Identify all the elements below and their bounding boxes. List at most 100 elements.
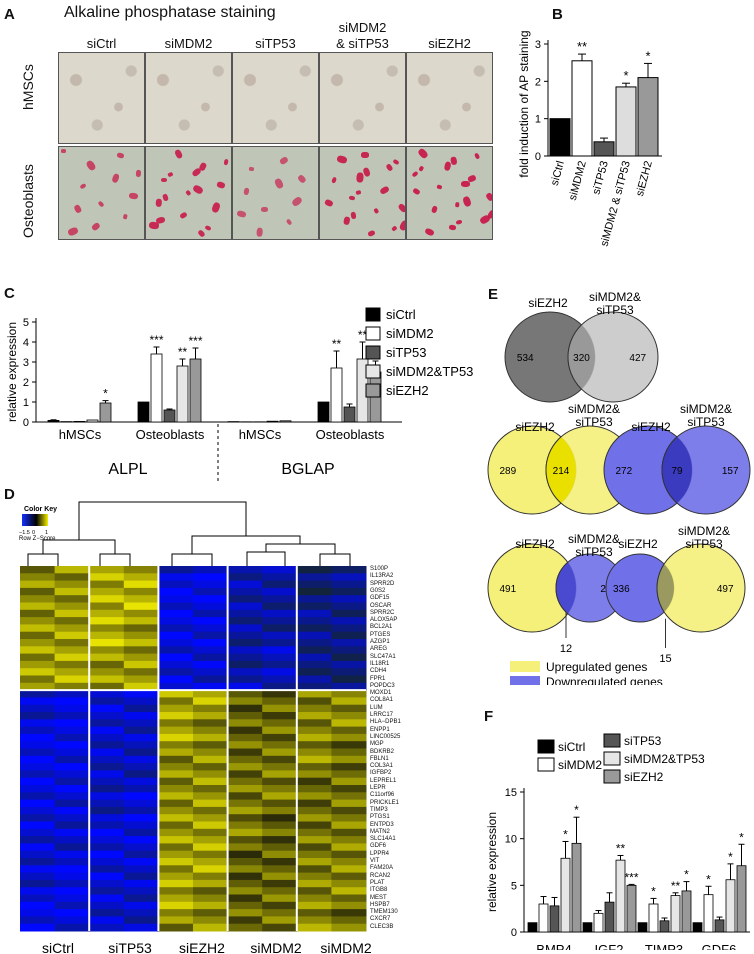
heatmap-cell xyxy=(331,755,367,764)
stain-spot xyxy=(461,181,470,188)
heatmap-cell xyxy=(54,777,90,786)
significance: * xyxy=(684,868,689,882)
heatmap-cell xyxy=(262,631,298,640)
stain-spot xyxy=(185,189,192,196)
heatmap-cell xyxy=(54,923,90,932)
heatmap-cell xyxy=(54,704,90,713)
venn-up-down-count-only-a: 491 xyxy=(499,584,516,595)
heatmap-cell xyxy=(331,697,367,706)
heatmap-cell xyxy=(20,733,56,742)
heatmap-cell xyxy=(158,726,194,735)
heatmap-cell xyxy=(20,887,56,895)
heatmap-cell xyxy=(262,865,298,874)
heatmap-cell xyxy=(296,843,332,852)
heatmap-cell xyxy=(123,653,159,662)
heatmap-cell xyxy=(296,879,332,888)
gene-label: SPRR2D xyxy=(370,580,395,587)
heatmap-cell xyxy=(123,850,159,859)
heatmap-cell xyxy=(262,602,298,611)
legend-label-0: siCtrl xyxy=(386,307,416,322)
stain-spot xyxy=(85,159,97,172)
bar-siMDM2&TP53-0 xyxy=(560,857,571,933)
stain-spot xyxy=(128,192,139,200)
panel-d-letter: D xyxy=(4,486,15,503)
heatmap-cell xyxy=(123,719,159,728)
column-label-line2-3: & siTP53 xyxy=(336,36,389,51)
stain-spot xyxy=(356,172,364,183)
heatmap-cell xyxy=(227,865,263,874)
bar-siEZH2-1 xyxy=(626,884,637,933)
heatmap-cell xyxy=(123,682,159,691)
heatmap-cell xyxy=(123,806,159,815)
significance: ** xyxy=(671,879,681,893)
heatmap-cell xyxy=(331,617,367,625)
stain-spot xyxy=(273,177,285,190)
heatmap-column-label-2: siEZH2 xyxy=(179,940,225,954)
stain-spot xyxy=(424,227,435,237)
column-label-2: siTP53 xyxy=(255,36,296,51)
heatmap-cell xyxy=(193,631,229,640)
heatmap-cell xyxy=(262,879,298,888)
stain-spot xyxy=(61,149,66,153)
heatmap-cell xyxy=(331,916,367,925)
heatmap-cell xyxy=(20,909,56,917)
venn-down-up-count-only-a: 336 xyxy=(613,584,630,595)
heatmap-cell xyxy=(20,704,56,713)
heatmap-cell xyxy=(227,573,263,582)
heatmap-cell xyxy=(89,785,125,793)
bar-siTP53-1 xyxy=(163,409,176,423)
heatmap-cell xyxy=(123,858,159,866)
heatmap-cell xyxy=(54,682,90,691)
heatmap-cell xyxy=(158,646,194,655)
heatmap-cell xyxy=(227,660,263,669)
gene-label: FBLN1 xyxy=(370,755,389,762)
heatmap-cell xyxy=(158,770,194,779)
heatmap-cell xyxy=(193,704,229,713)
heatmap-cell xyxy=(331,763,367,771)
gene-label: IGFBP2 xyxy=(370,770,392,777)
heatmap-cell xyxy=(193,755,229,764)
heatmap-cell xyxy=(296,697,332,706)
heatmap-cell xyxy=(296,602,332,611)
heatmap-cell xyxy=(54,792,90,801)
heatmap-cell xyxy=(123,566,159,574)
heatmap-cell xyxy=(123,602,159,611)
heatmap-cell xyxy=(20,624,56,633)
heatmap-cell xyxy=(296,712,332,720)
heatmap-cell xyxy=(227,872,263,881)
significance: *** xyxy=(149,333,163,347)
stain-spot xyxy=(431,205,438,214)
heatmap-cell xyxy=(296,850,332,859)
heatmap-cell xyxy=(158,653,194,662)
bar-siCtrl-1 xyxy=(582,922,593,933)
category-label-3: GDF6 xyxy=(702,942,737,950)
significance: * xyxy=(739,830,744,844)
heatmap-cell xyxy=(123,712,159,720)
heatmap-cell xyxy=(158,872,194,881)
heatmap-cell xyxy=(331,690,367,698)
legend-swatch-1 xyxy=(365,326,381,341)
heatmap-cell xyxy=(20,587,56,596)
heatmap-cell xyxy=(54,617,90,625)
heatmap-cell xyxy=(262,821,298,830)
venn-down-up-overlap xyxy=(656,554,674,622)
stain-spot xyxy=(256,227,263,237)
stain-spot xyxy=(167,172,174,178)
heatmap-cell xyxy=(54,858,90,866)
heatmap-cell xyxy=(158,624,194,633)
bar-1 xyxy=(571,60,593,157)
heatmap-cell xyxy=(123,763,159,771)
heatmap-cell xyxy=(89,858,125,866)
heatmap-cell xyxy=(262,894,298,903)
gene-label: G0S2 xyxy=(370,587,386,594)
heatmap-cell xyxy=(262,587,298,596)
column-label-4: siEZH2 xyxy=(428,36,471,51)
heatmap-cell xyxy=(123,923,159,932)
significance-3: * xyxy=(623,68,628,83)
heatmap-cell xyxy=(262,668,298,676)
heatmap-cell xyxy=(20,814,56,822)
heatmap-cell xyxy=(158,901,194,910)
legend-swatch-4 xyxy=(603,769,621,784)
gene-label: PTGES xyxy=(370,631,391,638)
heatmap-cell xyxy=(193,602,229,611)
